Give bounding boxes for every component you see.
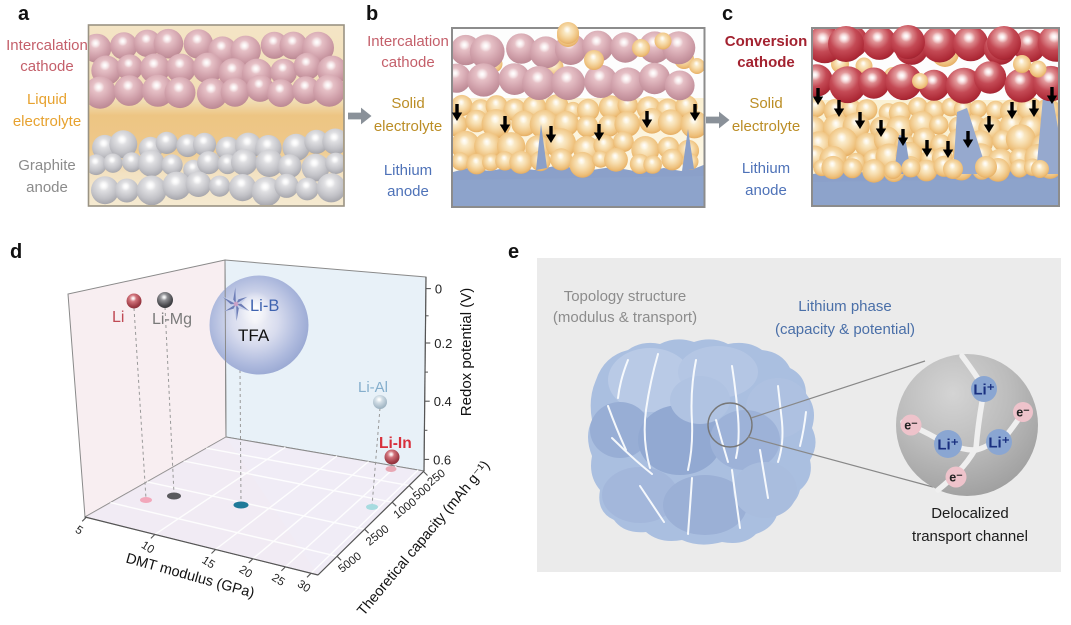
svg-text:5: 5 <box>73 524 85 538</box>
svg-text:Lithium: Lithium <box>384 162 432 179</box>
svg-text:cathode: cathode <box>737 54 795 71</box>
svg-text:0: 0 <box>435 282 442 297</box>
svg-text:Li⁺: Li⁺ <box>973 381 994 398</box>
svg-text:Solid: Solid <box>391 95 424 112</box>
svg-text:15: 15 <box>199 554 216 571</box>
svg-text:Li: Li <box>112 309 124 326</box>
svg-text:2500: 2500 <box>364 523 392 548</box>
svg-text:Li-Al: Li-Al <box>358 379 388 396</box>
svg-text:anode: anode <box>745 182 787 199</box>
svg-text:Lithium: Lithium <box>742 160 790 177</box>
svg-text:Li⁺: Li⁺ <box>937 436 958 453</box>
svg-text:Liquid: Liquid <box>27 91 67 108</box>
svg-text:a: a <box>18 3 30 25</box>
svg-text:Intercalation: Intercalation <box>6 37 88 54</box>
svg-text:5000: 5000 <box>336 550 364 575</box>
svg-text:e⁻: e⁻ <box>1016 405 1030 419</box>
svg-text:Delocalized: Delocalized <box>931 505 1009 522</box>
svg-text:Li-In: Li-In <box>379 435 412 452</box>
svg-text:e⁻: e⁻ <box>904 418 918 432</box>
svg-text:(capacity & potential): (capacity & potential) <box>775 321 915 338</box>
svg-text:Li-Mg: Li-Mg <box>152 311 192 328</box>
svg-text:e⁻: e⁻ <box>949 470 963 484</box>
svg-text:Conversion: Conversion <box>725 33 808 50</box>
svg-text:(modulus & transport): (modulus & transport) <box>553 309 697 326</box>
svg-text:Graphite: Graphite <box>18 157 76 174</box>
svg-text:25: 25 <box>269 572 286 589</box>
svg-text:Redox potential (V): Redox potential (V) <box>458 288 475 416</box>
svg-text:30: 30 <box>295 578 312 595</box>
svg-text:Solid: Solid <box>749 95 782 112</box>
svg-text:cathode: cathode <box>20 58 73 75</box>
svg-text:anode: anode <box>26 179 68 196</box>
svg-text:d: d <box>10 241 22 263</box>
svg-text:0.4: 0.4 <box>434 394 452 409</box>
svg-text:c: c <box>722 3 733 25</box>
svg-text:anode: anode <box>387 183 429 200</box>
svg-text:Li-B: Li-B <box>250 297 279 315</box>
svg-text:b: b <box>366 3 378 25</box>
svg-text:TFA: TFA <box>238 326 270 345</box>
svg-text:DMT modulus (GPa): DMT modulus (GPa) <box>124 551 256 602</box>
svg-text:e: e <box>508 241 519 263</box>
svg-text:electrolyte: electrolyte <box>13 113 81 130</box>
svg-text:20: 20 <box>237 564 254 581</box>
svg-text:10: 10 <box>139 539 156 556</box>
svg-text:0.6: 0.6 <box>433 452 451 467</box>
svg-text:Lithium phase: Lithium phase <box>798 298 891 315</box>
svg-text:transport channel: transport channel <box>912 528 1028 545</box>
svg-text:cathode: cathode <box>381 54 434 71</box>
svg-text:electrolyte: electrolyte <box>374 118 442 135</box>
svg-text:Li⁺: Li⁺ <box>988 434 1009 451</box>
svg-text:Topology structure: Topology structure <box>564 288 687 305</box>
svg-text:electrolyte: electrolyte <box>732 118 800 135</box>
svg-text:Intercalation: Intercalation <box>367 33 449 50</box>
svg-text:0.2: 0.2 <box>434 336 452 351</box>
